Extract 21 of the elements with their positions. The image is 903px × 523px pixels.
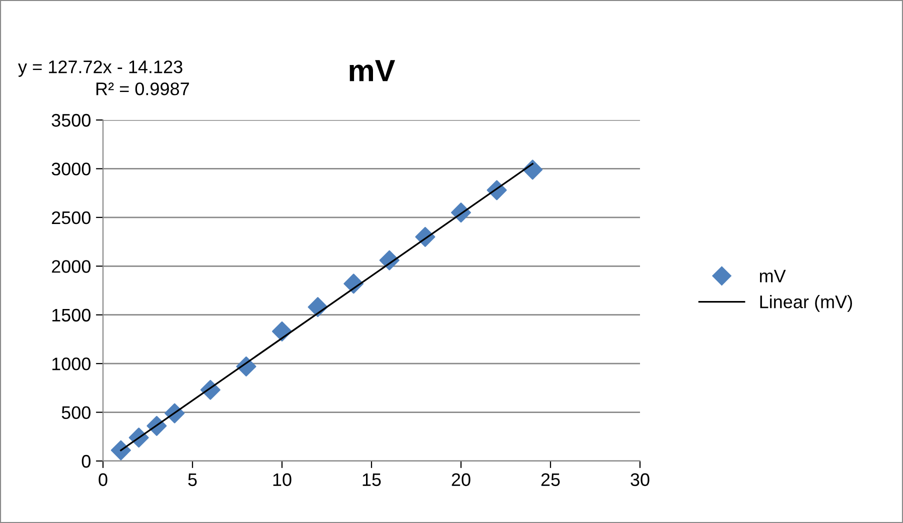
text: y = 127.72x - 14.123 xyxy=(18,60,182,77)
legend-label: mV xyxy=(760,270,786,282)
y-tick-label: 3000 xyxy=(52,162,90,176)
x-tick-label: 25 xyxy=(541,473,560,486)
x-tick-label: 15 xyxy=(362,473,381,486)
point xyxy=(110,440,131,460)
y-tick-label: 2500 xyxy=(52,211,90,224)
y-tick-label: 1000 xyxy=(52,358,90,370)
y-tick-label: 0 xyxy=(82,454,90,468)
x-tick-label: 5 xyxy=(188,473,197,486)
y-tick-label: 1500 xyxy=(52,308,90,322)
y-tick-label: 3500 xyxy=(52,114,90,127)
y-tick-label: 2000 xyxy=(52,260,90,273)
x-tick-label: 0 xyxy=(98,473,108,486)
y-tick-label: 500 xyxy=(62,406,90,420)
text: R² = 0.9987 xyxy=(96,82,189,96)
x-tick-label: 30 xyxy=(630,473,650,486)
x-tick-label: 10 xyxy=(273,473,292,486)
chart-title: mV xyxy=(350,60,396,82)
legend-label: Linear (mV) xyxy=(760,295,852,312)
x-tick-label: 20 xyxy=(452,473,470,486)
